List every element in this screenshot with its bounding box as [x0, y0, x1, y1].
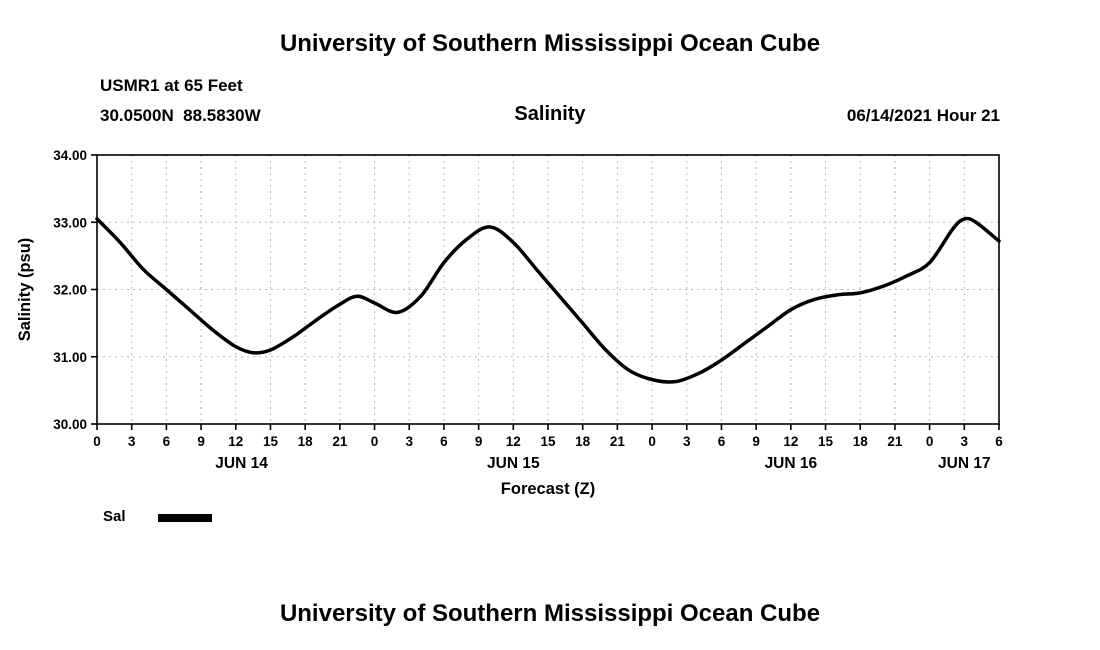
x-tick-label: 15: [263, 434, 279, 449]
x-tick-label: 15: [818, 434, 834, 449]
y-tick-label: 34.00: [53, 148, 87, 163]
x-tick-label: 0: [648, 434, 656, 449]
chart-title: Salinity: [514, 103, 586, 125]
legend-label: Sal: [103, 508, 126, 525]
x-tick-label: 3: [683, 434, 691, 449]
y-tick-label: 33.00: [53, 215, 87, 230]
legend-line-swatch: [158, 514, 212, 522]
x-axis-title: Forecast (Z): [501, 480, 595, 498]
x-tick-label: 12: [506, 434, 521, 449]
x-tick-label: 9: [475, 434, 483, 449]
y-tick-label: 32.00: [53, 283, 87, 298]
x-tick-label: 3: [128, 434, 136, 449]
x-tick-label: 18: [853, 434, 869, 449]
station-label: USMR1 at 65 Feet: [100, 76, 243, 95]
x-tick-label: 6: [163, 434, 171, 449]
x-tick-label: 15: [540, 434, 556, 449]
footer-title: University of Southern Mississippi Ocean…: [279, 600, 821, 627]
x-tick-label: 21: [887, 434, 903, 449]
x-tick-label: 21: [610, 434, 626, 449]
coordinates-label: 30.0500N 88.5830W: [100, 106, 261, 125]
datetime-label: 06/14/2021 Hour 21: [846, 106, 1000, 125]
y-tick-label: 31.00: [53, 350, 87, 365]
x-tick-label: 6: [718, 434, 726, 449]
x-tick-label: 0: [93, 434, 101, 449]
day-label: JUN 16: [765, 455, 818, 472]
x-tick-label: 6: [440, 434, 448, 449]
x-tick-label: 3: [405, 434, 413, 449]
x-tick-label: 9: [197, 434, 205, 449]
x-tick-label: 3: [961, 434, 969, 449]
x-tick-label: 21: [332, 434, 348, 449]
x-tick-label: 0: [926, 434, 934, 449]
x-tick-label: 9: [752, 434, 760, 449]
x-tick-label: 18: [298, 434, 314, 449]
day-label: JUN 17: [938, 455, 991, 472]
x-tick-label: 18: [575, 434, 591, 449]
x-tick-label: 0: [371, 434, 379, 449]
y-tick-label: 30.00: [53, 417, 87, 432]
x-tick-label: 12: [783, 434, 798, 449]
salinity-line: [95, 216, 1001, 384]
day-label: JUN 15: [487, 455, 540, 472]
day-label: JUN 14: [215, 455, 268, 472]
x-tick-label: 12: [228, 434, 243, 449]
y-axis-title: Salinity (psu): [16, 238, 34, 342]
x-tick-label: 6: [995, 434, 1003, 449]
page-title: University of Southern Mississippi Ocean…: [279, 30, 821, 57]
